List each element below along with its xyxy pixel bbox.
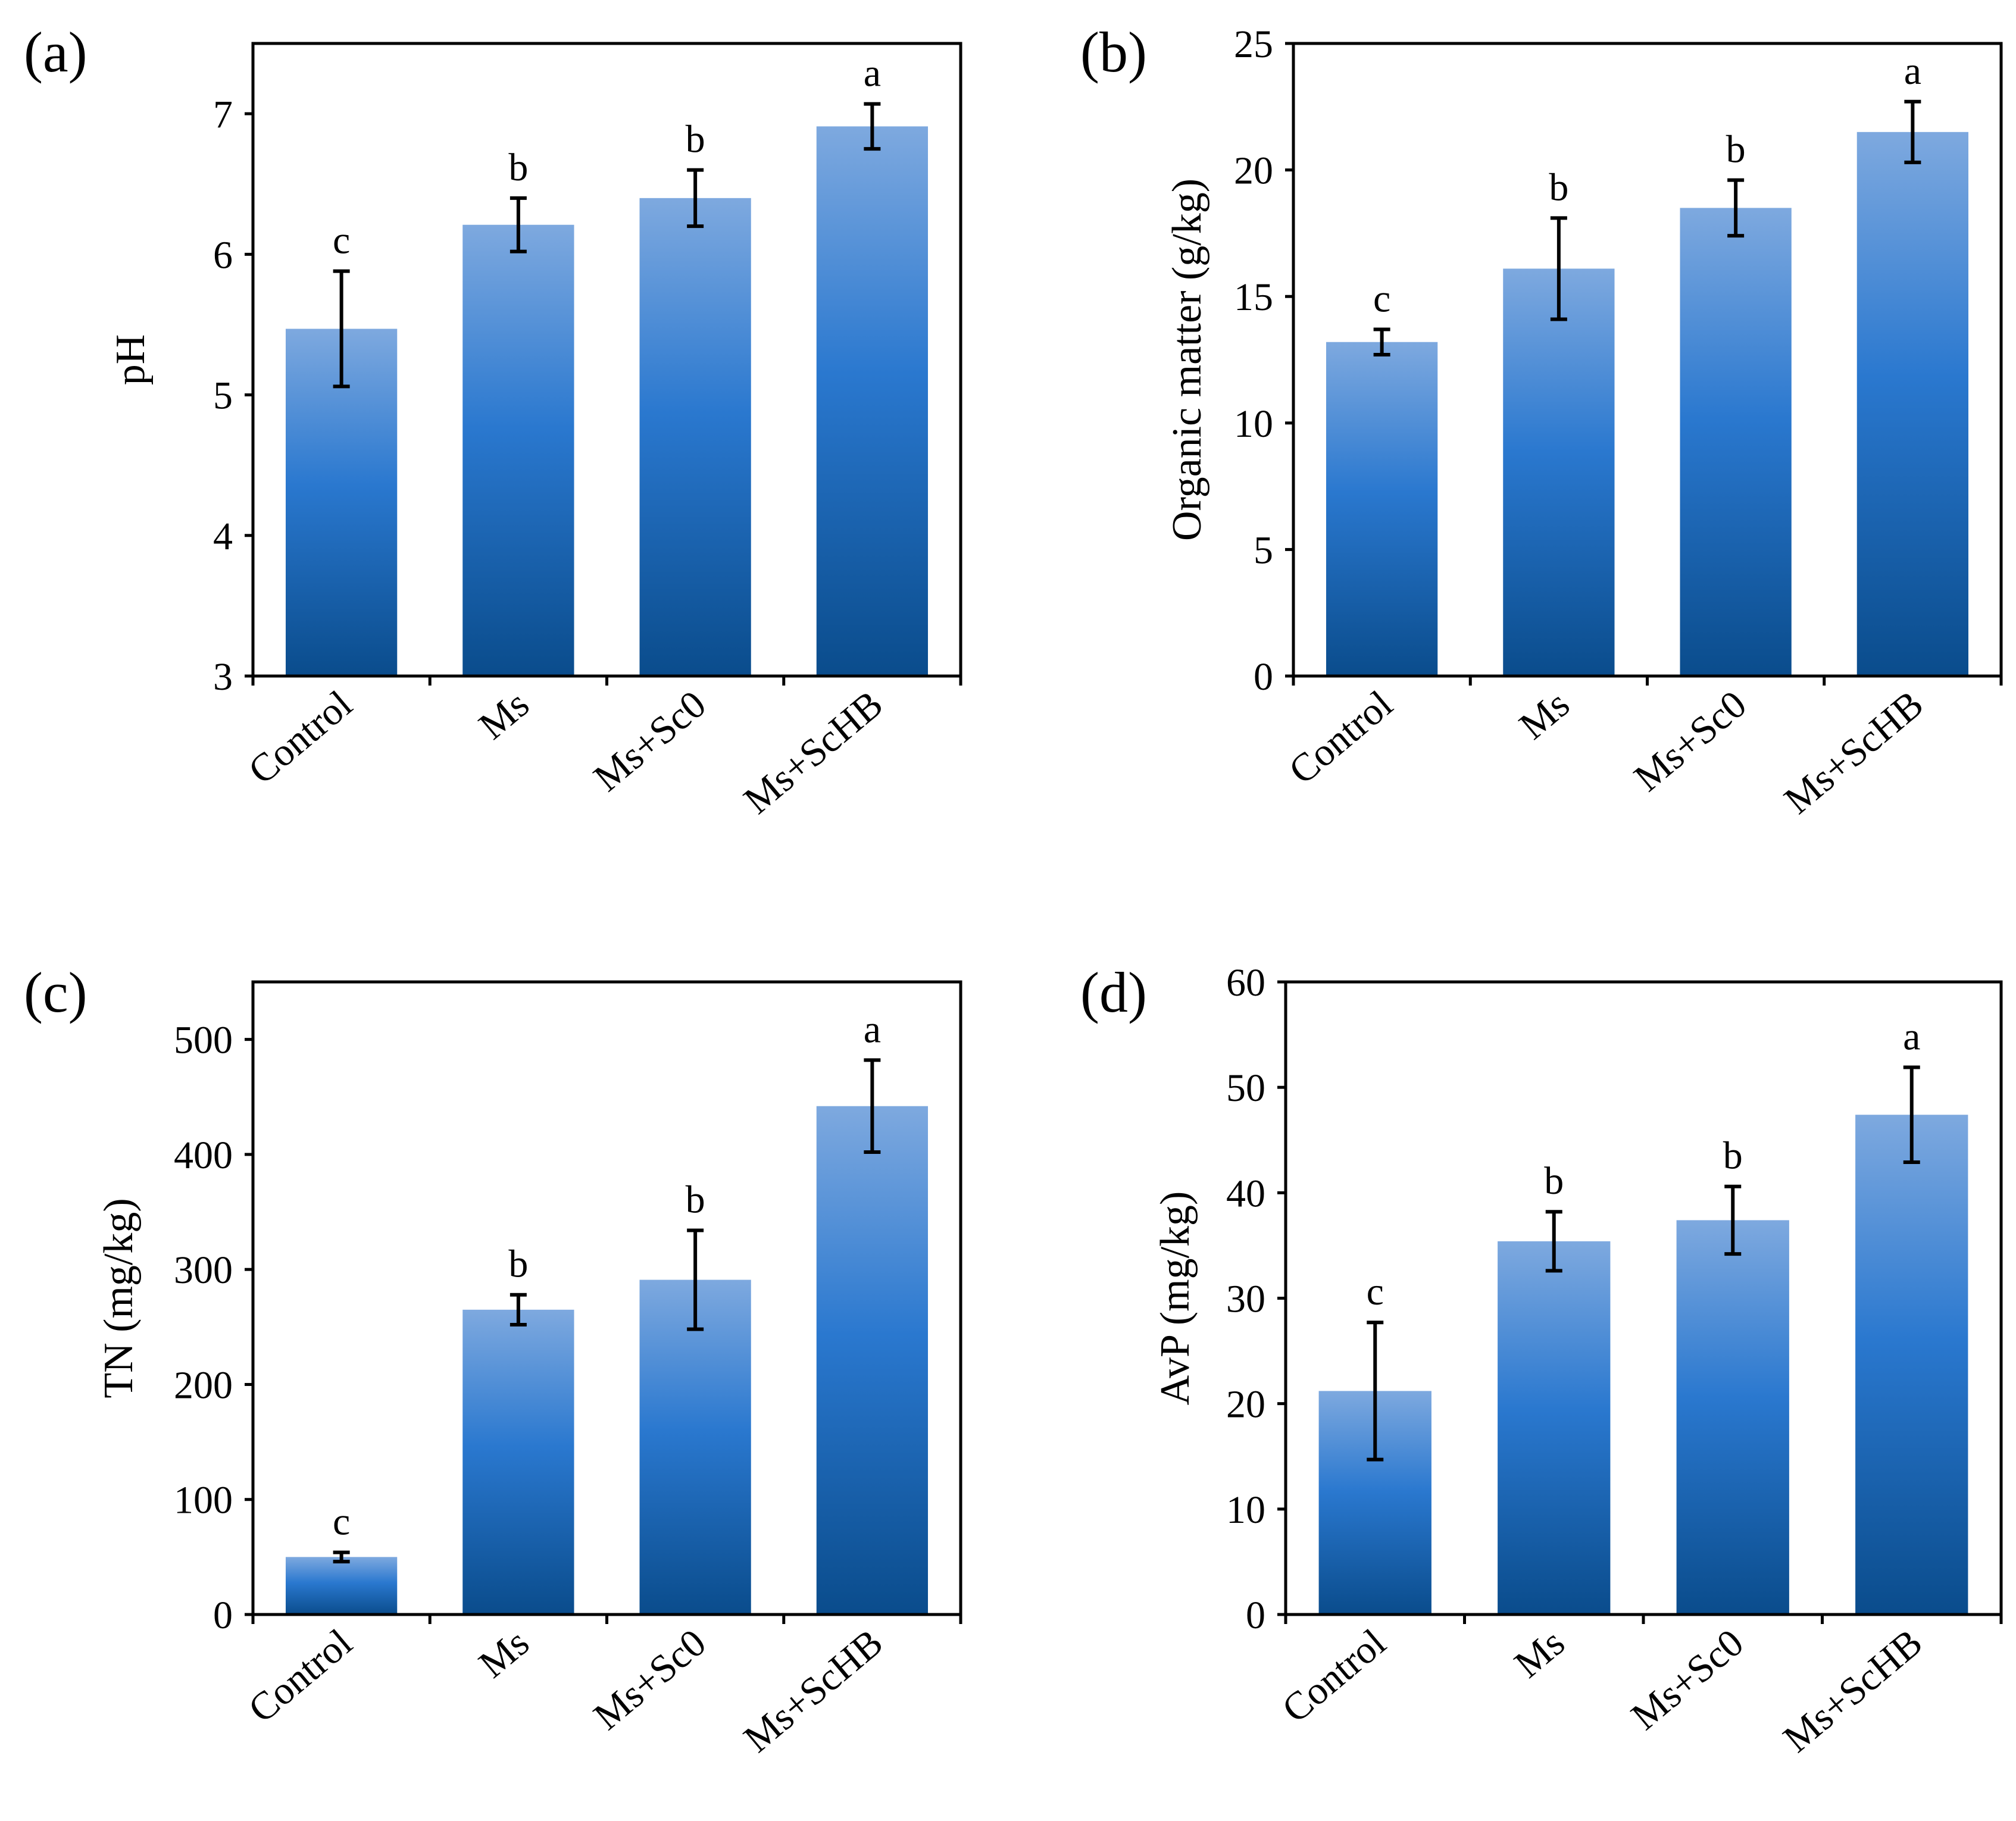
bar	[1856, 132, 1969, 676]
y-axis-title: pH	[108, 334, 154, 386]
y-tick-label: 20	[1234, 149, 1273, 193]
bar	[1498, 1241, 1611, 1615]
error-bar	[1904, 99, 1921, 164]
chart-panel-1: (a) c Control b Ms b Ms+Sc0 a Ms+ScHB 3 4 5 6 7 pH	[24, 20, 962, 822]
y-tick-label: 20	[1226, 1383, 1265, 1426]
significance-label: b	[1723, 1134, 1743, 1178]
y-tick-label: 10	[1234, 402, 1273, 446]
bar	[816, 126, 929, 677]
y-tick-label: 200	[174, 1363, 233, 1407]
y-axis-title: AvP (mg/kg)	[1152, 1191, 1198, 1406]
y-tick-label: 50	[1226, 1066, 1265, 1110]
y-tick-label: 10	[1226, 1488, 1265, 1532]
y-tick-label: 100	[174, 1479, 233, 1522]
y-tick-label: 60	[1226, 961, 1265, 1005]
category-label: Ms	[1511, 683, 1578, 748]
significance-label: a	[864, 52, 881, 95]
category-label: Ms+Sc0	[1623, 1621, 1752, 1739]
error-bar	[510, 1293, 527, 1326]
y-tick-label: 15	[1234, 276, 1273, 319]
error-bar	[333, 269, 350, 389]
chart-panel-4: (d) c Control b Ms b Ms+Sc0 a Ms+ScHB 0 10 20 30 40 50…	[1080, 960, 2003, 1761]
chart-panel-3: (c) c Control b Ms b Ms+Sc0 a Ms+ScHB 0 100 200 300 4…	[24, 960, 962, 1761]
error-bar	[1367, 1321, 1384, 1462]
bar	[1503, 268, 1615, 677]
category-label: Ms+ScHB	[736, 683, 891, 822]
significance-label: a	[1903, 1015, 1920, 1059]
chart-panel-2: (b) c Control b Ms b Ms+Sc0 a Ms+ScHB 0 5 10 15 20 25 O…	[1080, 20, 2003, 822]
error-bar	[333, 1550, 350, 1564]
y-tick-label: 7	[213, 93, 233, 136]
error-bar	[1903, 1065, 1920, 1164]
significance-label: b	[686, 1178, 705, 1221]
significance-label: a	[864, 1008, 881, 1051]
bar	[462, 1309, 574, 1615]
y-tick-label: 5	[213, 374, 233, 418]
significance-label: c	[1373, 277, 1390, 320]
y-tick-label: 3	[213, 655, 233, 699]
y-tick-label: 0	[1246, 1594, 1265, 1637]
category-label: Control	[240, 1621, 360, 1732]
category-label: Ms	[1506, 1621, 1573, 1687]
bar	[1680, 208, 1792, 676]
significance-label: c	[333, 1500, 350, 1544]
significance-label: b	[1549, 165, 1568, 209]
error-bar	[864, 1058, 881, 1154]
category-label: Control	[240, 683, 360, 793]
significance-label: a	[1904, 49, 1921, 93]
bar	[816, 1106, 929, 1615]
bar	[1326, 342, 1438, 676]
error-bar	[1724, 1184, 1742, 1256]
bar	[1855, 1115, 1968, 1615]
panel-label: (a)	[24, 20, 87, 84]
y-tick-label: 30	[1226, 1278, 1265, 1321]
y-tick-label: 0	[213, 1594, 233, 1637]
error-bar	[1550, 216, 1567, 321]
category-label: Control	[1281, 683, 1401, 793]
significance-label: b	[508, 146, 528, 189]
y-tick-label: 400	[174, 1134, 233, 1177]
y-axis-title: Organic matter (g/kg)	[1164, 179, 1210, 541]
significance-label: b	[508, 1243, 528, 1286]
y-tick-label: 6	[213, 233, 233, 277]
bar	[1676, 1220, 1789, 1615]
error-bar	[510, 196, 527, 254]
category-label: Ms+ScHB	[1776, 1621, 1931, 1761]
error-bar	[864, 102, 881, 151]
category-label: Ms+ScHB	[736, 1621, 891, 1761]
y-axis-title: TN (mg/kg)	[96, 1198, 142, 1398]
error-bar	[1545, 1210, 1562, 1273]
y-tick-label: 0	[1254, 655, 1273, 699]
significance-label: b	[686, 118, 705, 161]
category-label: Control	[1274, 1621, 1393, 1732]
significance-label: b	[1544, 1159, 1564, 1203]
category-label: Ms	[471, 1621, 537, 1687]
error-bar	[687, 1228, 704, 1331]
error-bar	[1727, 178, 1745, 238]
error-bar	[1373, 327, 1390, 356]
category-label: Ms	[471, 683, 537, 748]
y-tick-label: 5	[1254, 528, 1273, 572]
panel-label: (c)	[24, 960, 87, 1024]
y-tick-label: 40	[1226, 1172, 1265, 1215]
panel-label: (d)	[1080, 960, 1147, 1024]
y-tick-label: 300	[174, 1249, 233, 1292]
significance-label: c	[333, 219, 350, 262]
bar	[639, 1279, 751, 1615]
y-tick-label: 500	[174, 1019, 233, 1062]
panel-label: (b)	[1080, 20, 1147, 84]
significance-label: c	[1367, 1270, 1384, 1313]
significance-label: b	[1726, 128, 1746, 171]
bar	[462, 224, 574, 676]
error-bar	[687, 168, 704, 229]
category-label: Ms+Sc0	[1626, 683, 1755, 800]
bar	[639, 198, 751, 676]
category-label: Ms+ScHB	[1776, 683, 1931, 822]
y-tick-label: 25	[1234, 23, 1273, 66]
category-label: Ms+Sc0	[586, 1621, 714, 1739]
bar	[285, 1557, 398, 1615]
y-tick-label: 4	[213, 515, 233, 558]
category-label: Ms+Sc0	[586, 683, 714, 800]
